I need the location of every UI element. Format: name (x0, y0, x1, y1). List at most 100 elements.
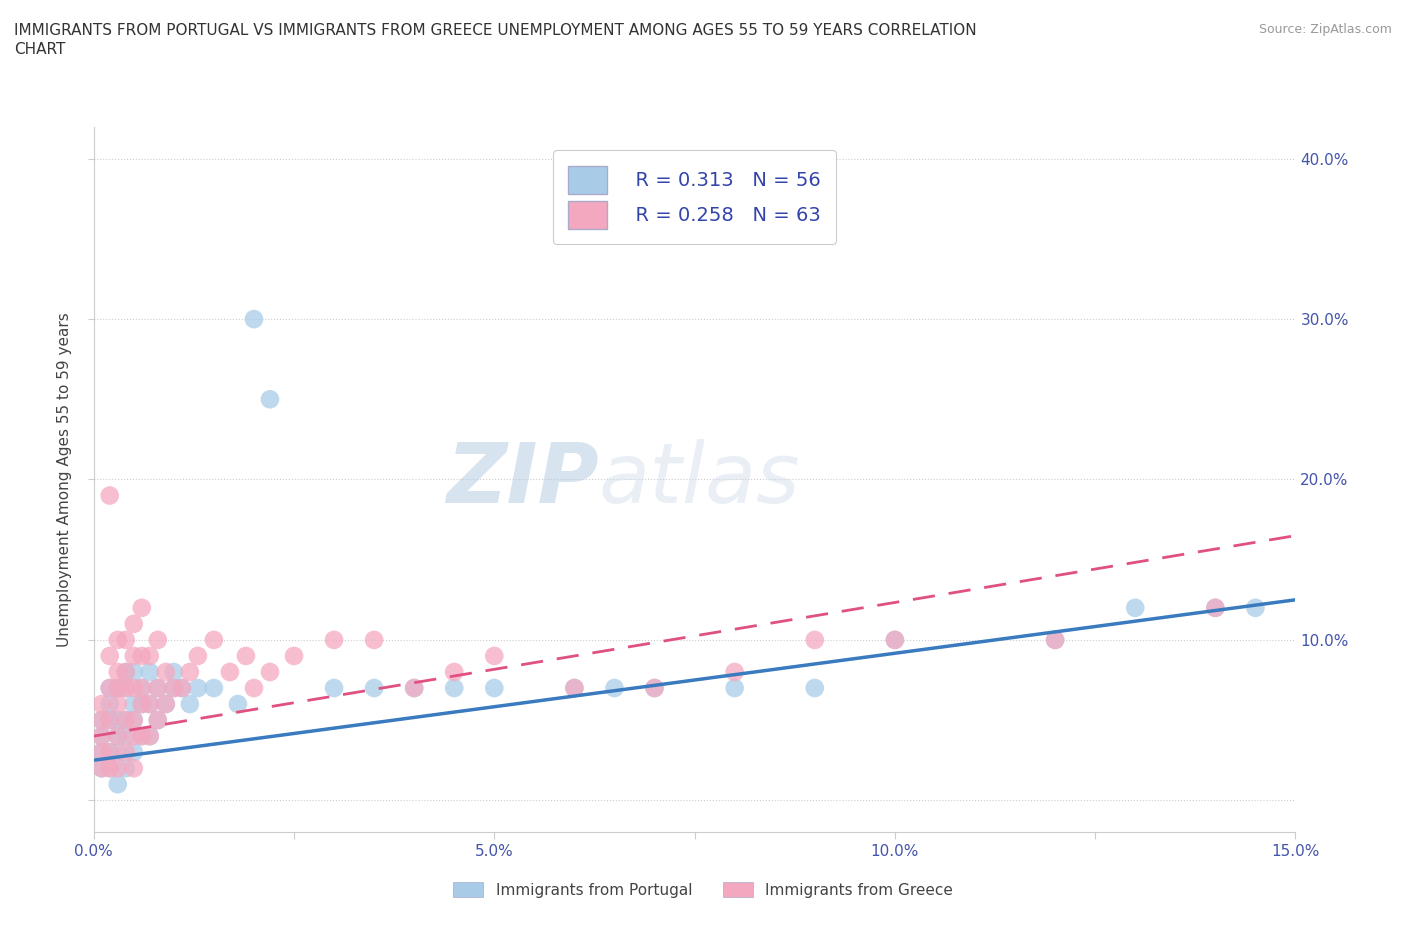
Point (139, 648, 162, 663)
Point (146, 681, 169, 696)
Point (443, 665, 465, 680)
Point (155, 697, 177, 711)
Point (122, 712, 145, 727)
Point (484, 648, 506, 663)
Point (146, 632, 169, 647)
Point (114, 761, 136, 776)
Point (90, 729, 112, 744)
Point (803, 632, 825, 647)
Text: Source: ZipAtlas.com: Source: ZipAtlas.com (1258, 23, 1392, 36)
Point (107, 632, 129, 647)
Point (90, 729, 112, 744)
Point (98, 745, 121, 760)
Point (139, 665, 162, 680)
Text: atlas: atlas (599, 439, 800, 520)
Point (179, 697, 201, 711)
Point (131, 601, 153, 616)
Y-axis label: Unemployment Among Ages 55 to 59 years: Unemployment Among Ages 55 to 59 years (58, 312, 72, 647)
Point (443, 681, 465, 696)
Point (163, 665, 186, 680)
Point (131, 681, 153, 696)
Point (146, 712, 169, 727)
Point (323, 681, 346, 696)
Point (564, 681, 586, 696)
Point (170, 681, 193, 696)
Point (114, 665, 136, 680)
Point (107, 681, 129, 696)
Point (179, 665, 201, 680)
Point (90, 712, 112, 727)
Point (98, 681, 121, 696)
Point (170, 681, 193, 696)
Point (122, 729, 145, 744)
Point (644, 681, 666, 696)
Point (1204, 601, 1226, 616)
Point (163, 681, 186, 696)
Point (90, 697, 112, 711)
Point (131, 729, 153, 744)
Point (226, 697, 249, 711)
Point (1244, 601, 1267, 616)
Point (107, 745, 129, 760)
Point (404, 681, 426, 696)
Point (1043, 632, 1066, 647)
Point (90, 745, 112, 760)
Point (155, 665, 177, 680)
Point (163, 681, 186, 696)
Text: CHART: CHART (14, 42, 66, 57)
Point (98, 712, 121, 727)
Point (114, 681, 136, 696)
Point (107, 681, 129, 696)
Point (883, 632, 905, 647)
Point (107, 729, 129, 744)
Point (114, 745, 136, 760)
Point (122, 712, 145, 727)
Point (644, 681, 666, 696)
Point (187, 681, 209, 696)
Point (107, 761, 129, 776)
Point (131, 697, 153, 711)
Point (883, 632, 905, 647)
Point (323, 632, 346, 647)
Point (235, 648, 257, 663)
Point (131, 681, 153, 696)
Point (122, 681, 145, 696)
Point (259, 665, 281, 680)
Text: IMMIGRANTS FROM PORTUGAL VS IMMIGRANTS FROM GREECE UNEMPLOYMENT AMONG AGES 55 TO: IMMIGRANTS FROM PORTUGAL VS IMMIGRANTS F… (14, 23, 977, 38)
Point (122, 745, 145, 760)
Point (107, 697, 129, 711)
Point (259, 392, 281, 406)
Point (98, 745, 121, 760)
Legend: Immigrants from Portugal, Immigrants from Greece: Immigrants from Portugal, Immigrants fro… (447, 875, 959, 904)
Point (243, 312, 266, 326)
Point (484, 681, 506, 696)
Point (114, 681, 136, 696)
Point (202, 632, 225, 647)
Point (107, 712, 129, 727)
Point (107, 665, 129, 680)
Point (98, 681, 121, 696)
Point (98, 761, 121, 776)
Point (122, 665, 145, 680)
Point (98, 712, 121, 727)
Point (603, 681, 626, 696)
Point (131, 697, 153, 711)
Point (155, 697, 177, 711)
Point (187, 648, 209, 663)
Point (243, 681, 266, 696)
Point (283, 648, 305, 663)
Point (114, 712, 136, 727)
Point (122, 648, 145, 663)
Point (803, 681, 825, 696)
Point (131, 648, 153, 663)
Point (219, 665, 242, 680)
Point (363, 632, 385, 647)
Point (139, 697, 162, 711)
Legend:   R = 0.313   N = 56,   R = 0.258   N = 63: R = 0.313 N = 56, R = 0.258 N = 63 (553, 151, 837, 245)
Point (90, 745, 112, 760)
Point (98, 648, 121, 663)
Text: ZIP: ZIP (446, 439, 599, 520)
Point (90, 712, 112, 727)
Point (114, 665, 136, 680)
Point (724, 681, 747, 696)
